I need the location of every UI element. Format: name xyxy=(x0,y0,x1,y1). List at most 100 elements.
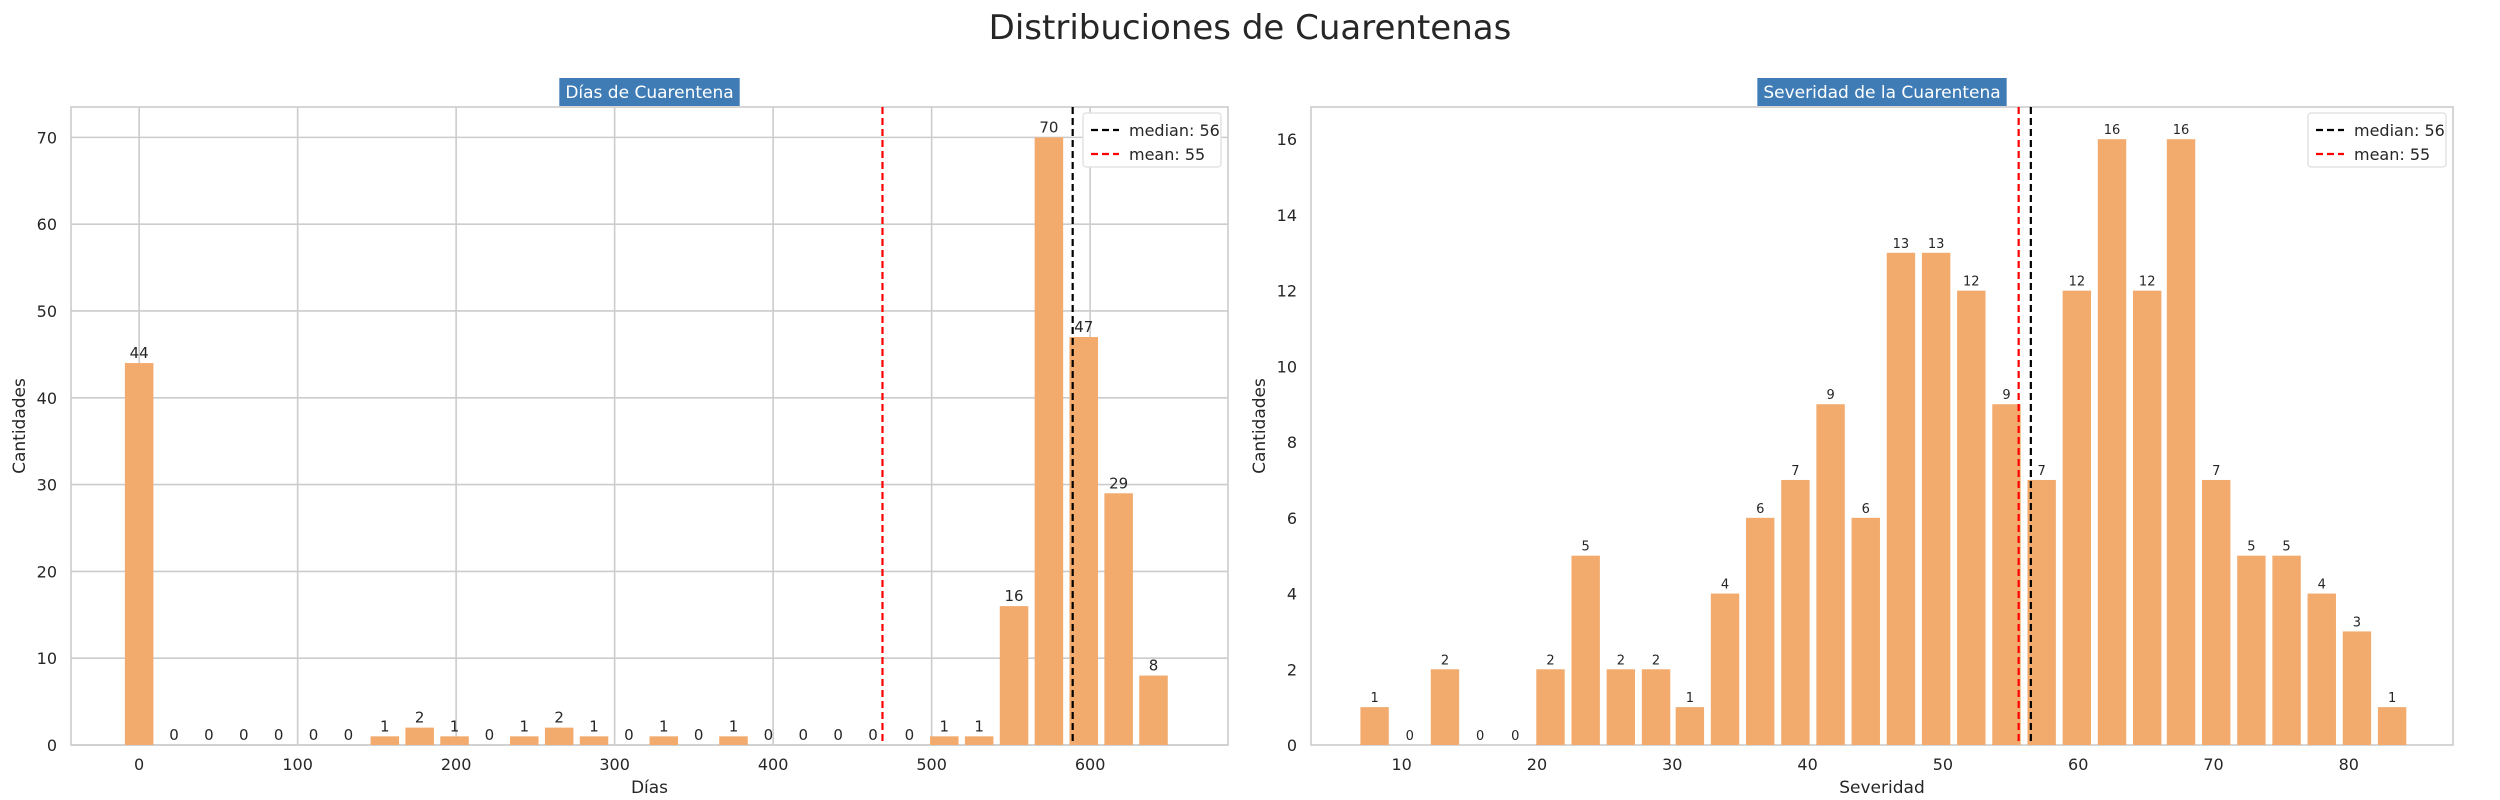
bar-value-label: 0 xyxy=(1476,729,1484,744)
chart-title: Días de Cuarentena xyxy=(565,83,733,103)
bar-value-label: 16 xyxy=(2173,123,2190,138)
bar xyxy=(999,606,1029,745)
bar xyxy=(1710,593,1740,745)
x-axis-label: Severidad xyxy=(1839,778,1924,798)
bar-value-label: 0 xyxy=(274,726,284,744)
bar xyxy=(1816,404,1845,745)
bar xyxy=(1781,479,1810,745)
bar xyxy=(2377,707,2407,745)
x-tick-label: 60 xyxy=(2068,755,2088,774)
bar xyxy=(719,736,748,745)
x-tick-label: 80 xyxy=(2339,755,2359,774)
bar-value-label: 9 xyxy=(2002,388,2010,403)
bar xyxy=(1034,137,1064,745)
x-tick-label: 400 xyxy=(758,755,789,774)
mean-legend-label: mean: 55 xyxy=(1129,145,1205,164)
x-tick-label: 100 xyxy=(282,755,313,774)
y-tick-label: 60 xyxy=(37,215,57,234)
bar xyxy=(2027,479,2056,745)
bar-value-label: 0 xyxy=(905,726,915,744)
y-tick-label: 8 xyxy=(1287,433,1297,452)
bar-value-label: 6 xyxy=(1862,502,1870,517)
bar-value-label: 2 xyxy=(554,709,564,727)
bar-value-label: 16 xyxy=(1004,587,1023,605)
median-legend-label: median: 56 xyxy=(2354,121,2445,140)
x-tick-label: 40 xyxy=(1797,755,1817,774)
bar-value-label: 13 xyxy=(1928,237,1945,252)
bar-value-label: 0 xyxy=(485,726,495,744)
bar xyxy=(1992,404,2021,745)
bar-value-label: 7 xyxy=(1791,464,1799,479)
bar-value-label: 1 xyxy=(380,717,390,735)
x-tick-label: 50 xyxy=(1933,755,1953,774)
bar-value-label: 0 xyxy=(798,726,808,744)
bar xyxy=(2132,290,2162,745)
bar xyxy=(544,727,574,745)
bar xyxy=(2097,139,2127,746)
bar-value-label: 5 xyxy=(2247,540,2255,555)
bar-value-label: 7 xyxy=(2212,464,2220,479)
bar-value-label: 1 xyxy=(974,717,984,735)
y-tick-label: 70 xyxy=(37,128,57,147)
bar xyxy=(2166,139,2196,746)
bar-value-label: 1 xyxy=(520,717,530,735)
bar-value-label: 2 xyxy=(1652,653,1660,668)
bar xyxy=(2202,479,2231,745)
bar-value-label: 0 xyxy=(204,726,214,744)
bar-value-label: 0 xyxy=(868,726,878,744)
y-tick-label: 0 xyxy=(1287,736,1297,755)
bar-value-label: 1 xyxy=(1370,691,1378,706)
bar-value-label: 13 xyxy=(1893,237,1910,252)
bar xyxy=(1536,669,1565,745)
y-tick-label: 30 xyxy=(37,476,57,495)
bar xyxy=(124,363,154,745)
median-legend-label: median: 56 xyxy=(1129,121,1220,140)
bar xyxy=(1069,337,1099,745)
y-tick-label: 2 xyxy=(1287,660,1297,679)
bar xyxy=(2272,555,2301,745)
bar-value-label: 0 xyxy=(344,726,354,744)
bar xyxy=(930,736,959,745)
y-tick-label: 14 xyxy=(1277,206,1297,225)
bar xyxy=(440,736,469,745)
bar-value-label: 8 xyxy=(1149,657,1159,675)
bar-value-label: 4 xyxy=(2318,578,2326,593)
bar xyxy=(2307,593,2336,745)
bar-value-label: 16 xyxy=(2104,123,2121,138)
y-tick-label: 6 xyxy=(1287,509,1297,528)
bar xyxy=(405,727,434,745)
bar xyxy=(1886,252,1916,745)
bar-value-label: 29 xyxy=(1109,474,1128,492)
chart-title: Severidad de la Cuarentena xyxy=(1763,83,2000,103)
bar-value-label: 0 xyxy=(1511,729,1519,744)
x-tick-label: 600 xyxy=(1075,755,1106,774)
x-tick-label: 20 xyxy=(1527,755,1547,774)
bar xyxy=(1921,252,1951,745)
bar-value-label: 70 xyxy=(1039,118,1058,136)
bar-value-label: 12 xyxy=(2139,275,2156,290)
bar xyxy=(1957,290,1986,745)
bar-value-label: 0 xyxy=(764,726,774,744)
bar-value-label: 4 xyxy=(1721,578,1729,593)
legend: median: 56 mean: 55 xyxy=(1082,112,1222,168)
y-tick-label: 50 xyxy=(37,302,57,321)
bar-value-label: 1 xyxy=(729,717,739,735)
bar-value-label: 2 xyxy=(1441,653,1449,668)
bar xyxy=(2342,631,2372,745)
bar xyxy=(1139,675,1168,745)
bar-value-label: 2 xyxy=(1546,653,1554,668)
bar-value-label: 2 xyxy=(415,709,425,727)
x-tick-label: 300 xyxy=(599,755,630,774)
y-tick-label: 16 xyxy=(1277,130,1297,149)
bar-value-label: 12 xyxy=(1963,275,1980,290)
x-tick-label: 500 xyxy=(916,755,947,774)
bar xyxy=(1675,707,1705,745)
x-tick-label: 10 xyxy=(1391,755,1411,774)
bar-value-label: 0 xyxy=(833,726,843,744)
bar xyxy=(1851,517,1880,745)
y-tick-label: 20 xyxy=(37,562,57,581)
x-tick-label: 30 xyxy=(1662,755,1682,774)
bar xyxy=(510,736,539,745)
